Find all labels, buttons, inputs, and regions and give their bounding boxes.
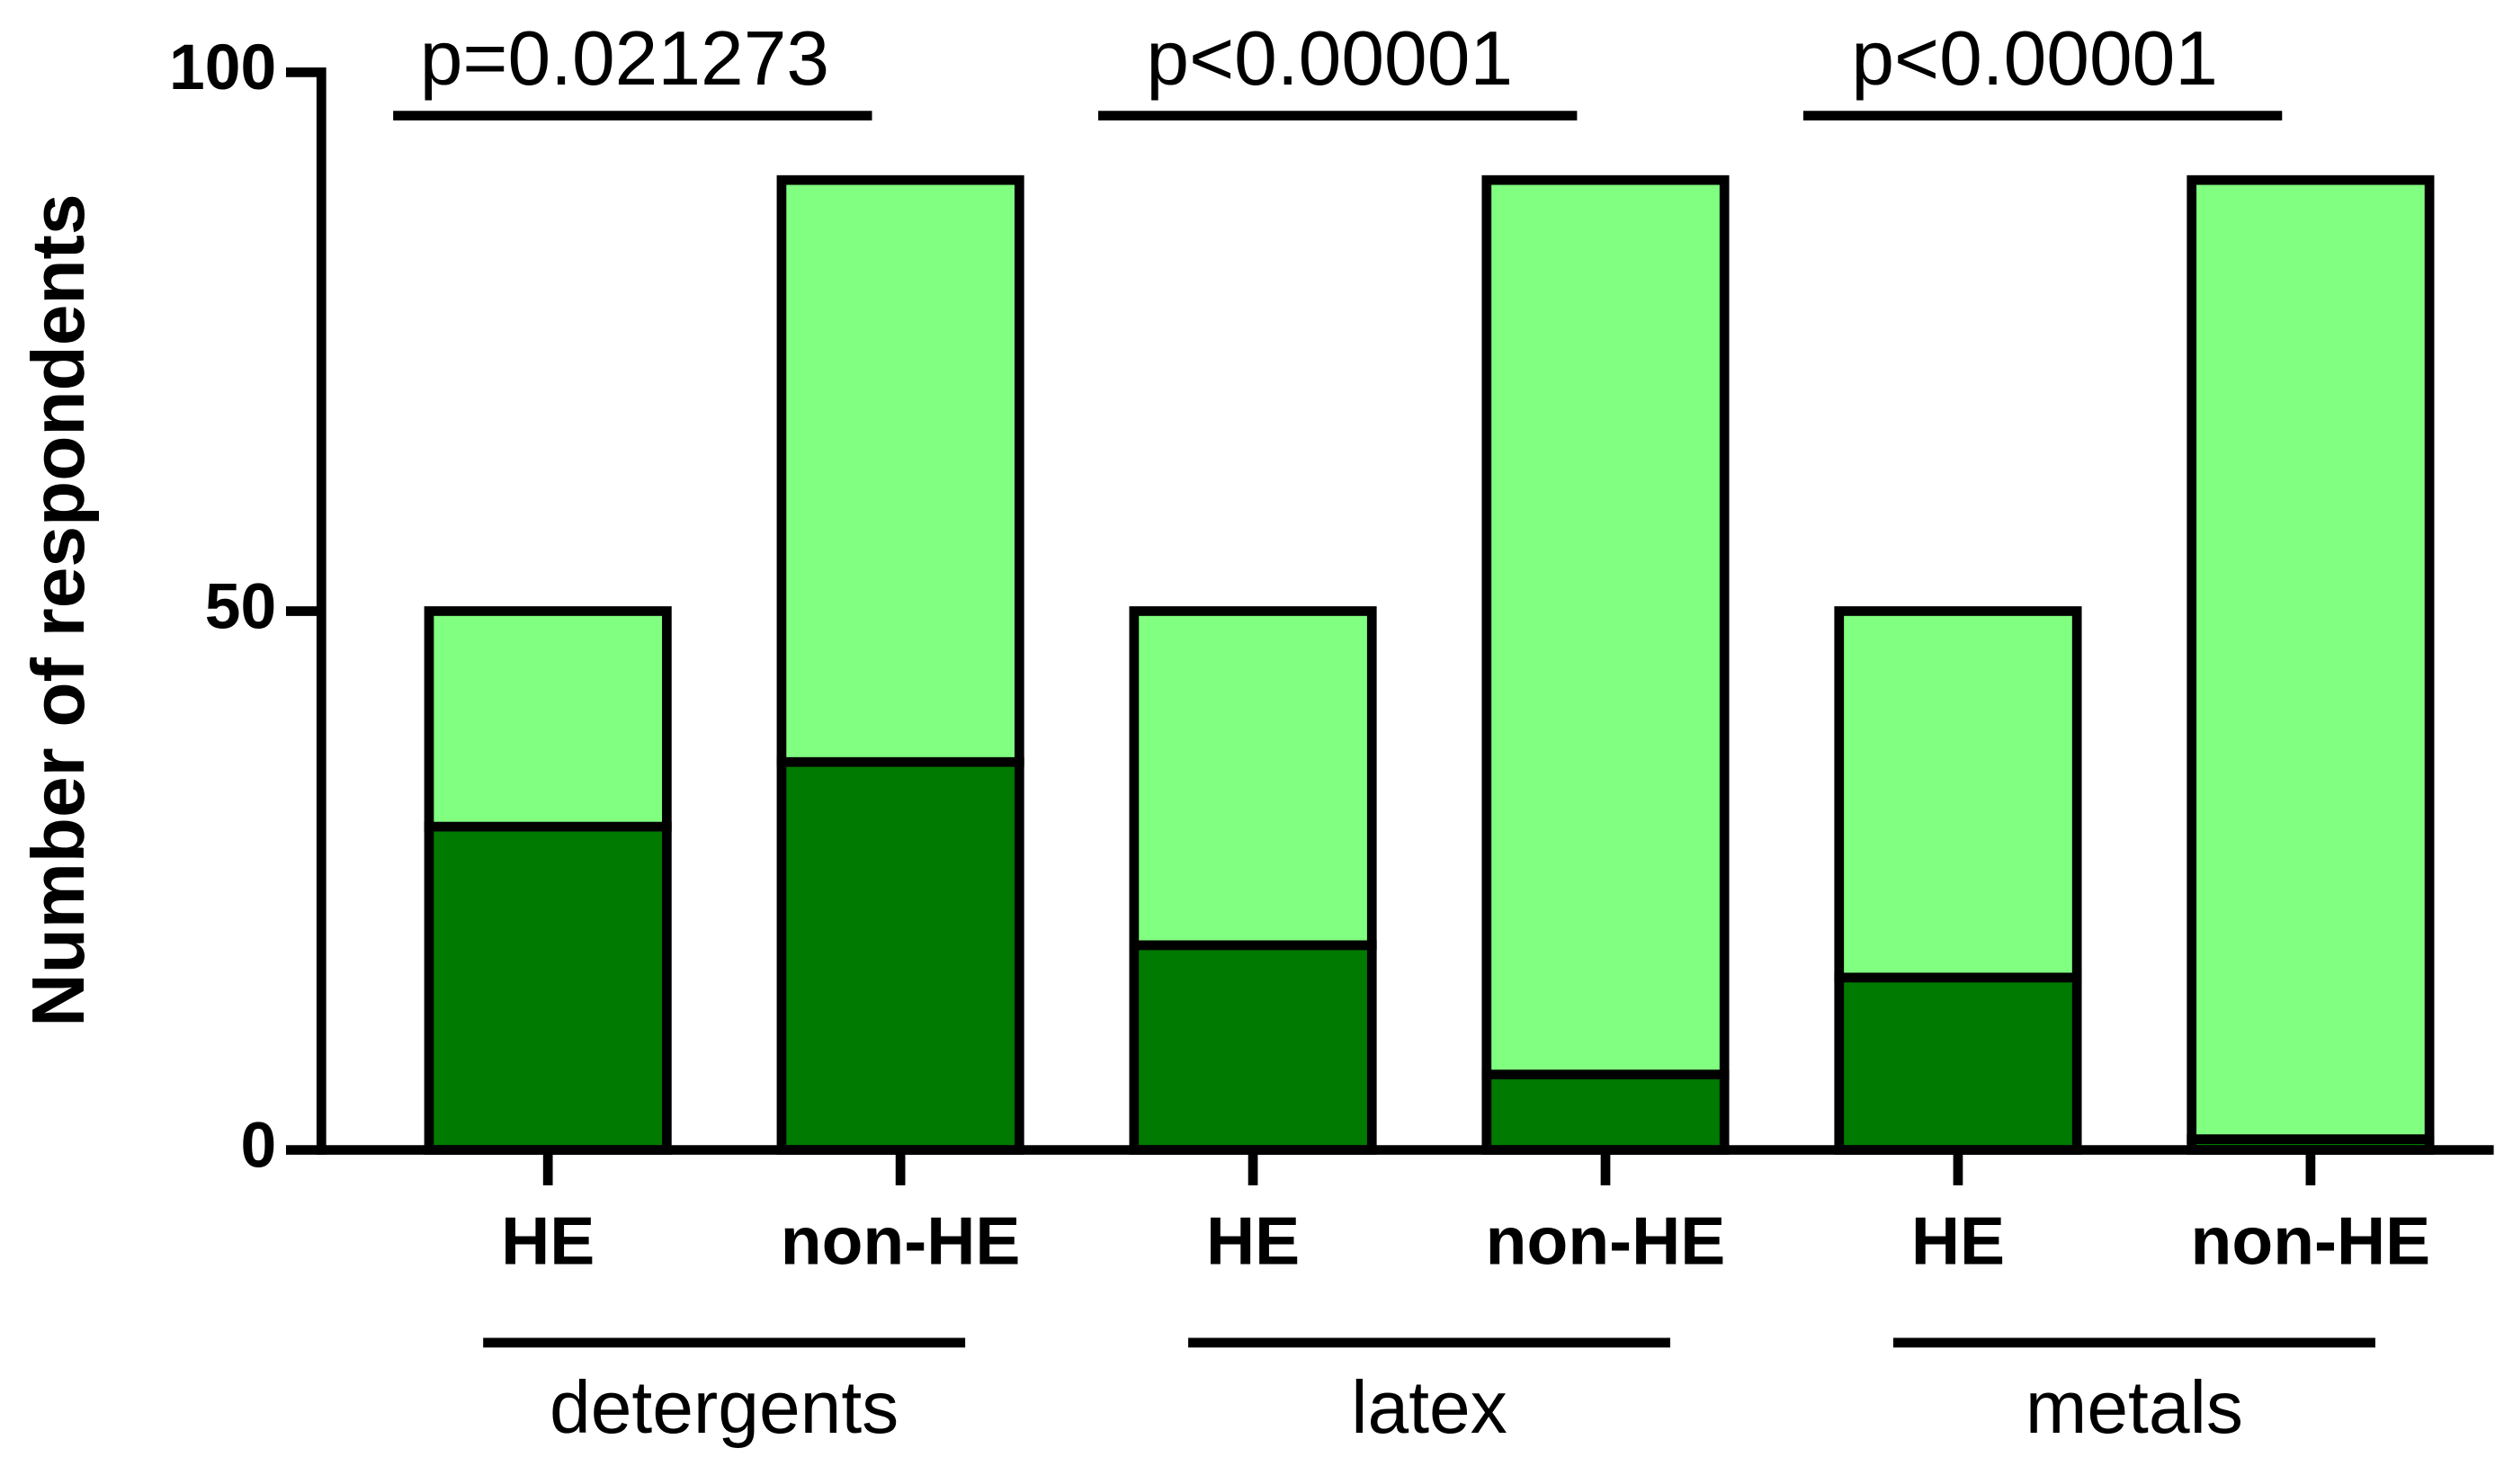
x-tick-label: non-HE [2191, 1203, 2431, 1279]
bar-segment [776, 756, 1024, 1155]
bar-segment [424, 606, 672, 832]
bar-segment [2187, 174, 2435, 1144]
annotation: p=0.021273 [420, 15, 829, 102]
x-tick-label: non-HE [781, 1203, 1021, 1279]
x-tick-label: HE [501, 1203, 595, 1279]
group-label: latex [1351, 1367, 1507, 1449]
group-label: metals [2026, 1367, 2243, 1449]
bar-segment [1834, 972, 2082, 1155]
x-tick-label: non-HE [1486, 1203, 1726, 1279]
bar-segment [1834, 606, 2082, 983]
group-label: detergents [550, 1367, 899, 1449]
bar-segment [1481, 1069, 1730, 1155]
y-tick-label: 100 [169, 31, 276, 103]
y-axis-label: Number of respondents [18, 193, 100, 1026]
x-tick-label: HE [1206, 1203, 1300, 1279]
annotation: p<0.00001 [1146, 15, 1513, 102]
bar-segment [776, 174, 1024, 767]
bar-segment [1481, 174, 1730, 1080]
bar-segment [1129, 940, 1377, 1155]
bar-segment [1129, 606, 1377, 951]
annotation: p<0.00001 [1851, 15, 2218, 102]
y-tick-label: 0 [241, 1109, 277, 1181]
bar-segment [424, 821, 672, 1155]
x-tick-label: HE [1911, 1203, 2005, 1279]
y-tick-label: 50 [205, 570, 276, 642]
